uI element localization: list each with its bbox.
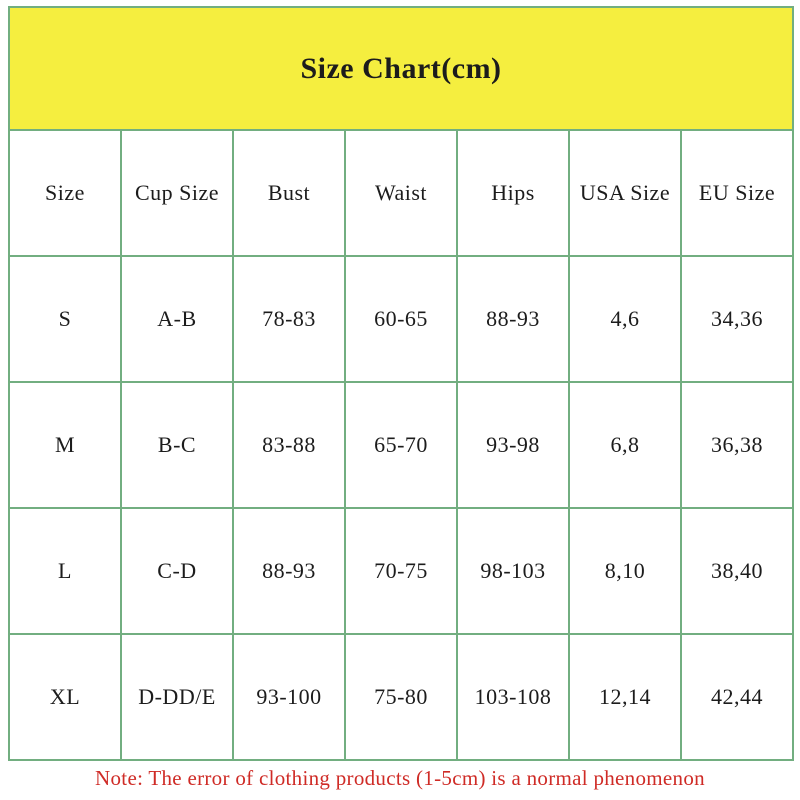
column-header-usa-size: USA Size bbox=[568, 129, 682, 257]
cell-size: L bbox=[8, 507, 122, 635]
cell-cup-size: D-DD/E bbox=[120, 633, 234, 761]
cell-cup-size: C-D bbox=[120, 507, 234, 635]
cell-usa-size: 8,10 bbox=[568, 507, 682, 635]
cell-hips: 88-93 bbox=[456, 255, 570, 383]
cell-size: S bbox=[8, 255, 122, 383]
column-header-eu-size: EU Size bbox=[680, 129, 794, 257]
cell-eu-size: 36,38 bbox=[680, 381, 794, 509]
column-header-hips: Hips bbox=[456, 129, 570, 257]
cell-waist: 60-65 bbox=[344, 255, 458, 383]
cell-bust: 83-88 bbox=[232, 381, 346, 509]
cell-bust: 93-100 bbox=[232, 633, 346, 761]
chart-title: Size Chart(cm) bbox=[300, 51, 502, 85]
cell-bust: 88-93 bbox=[232, 507, 346, 635]
cell-hips: 98-103 bbox=[456, 507, 570, 635]
cell-size: XL bbox=[8, 633, 122, 761]
column-header-cup-size: Cup Size bbox=[120, 129, 234, 257]
cell-bust: 78-83 bbox=[232, 255, 346, 383]
cell-hips: 93-98 bbox=[456, 381, 570, 509]
size-chart-table: Size Chart(cm) Size Cup Size Bust Waist … bbox=[8, 6, 794, 761]
cell-waist: 75-80 bbox=[344, 633, 458, 761]
table-row-l: L C-D 88-93 70-75 98-103 8,10 38,40 bbox=[8, 507, 794, 635]
cell-eu-size: 38,40 bbox=[680, 507, 794, 635]
note-text: Note: The error of clothing products (1-… bbox=[95, 766, 705, 790]
table-row-m: M B-C 83-88 65-70 93-98 6,8 36,38 bbox=[8, 381, 794, 509]
cell-size: M bbox=[8, 381, 122, 509]
cell-usa-size: 12,14 bbox=[568, 633, 682, 761]
cell-eu-size: 34,36 bbox=[680, 255, 794, 383]
table-row-s: S A-B 78-83 60-65 88-93 4,6 34,36 bbox=[8, 255, 794, 383]
cell-waist: 65-70 bbox=[344, 381, 458, 509]
title-banner-cell: Size Chart(cm) bbox=[8, 6, 794, 131]
cell-usa-size: 4,6 bbox=[568, 255, 682, 383]
cell-waist: 70-75 bbox=[344, 507, 458, 635]
cell-cup-size: B-C bbox=[120, 381, 234, 509]
table-row-xl: XL D-DD/E 93-100 75-80 103-108 12,14 42,… bbox=[8, 633, 794, 761]
column-header-row: Size Cup Size Bust Waist Hips USA Size E… bbox=[8, 129, 794, 257]
column-header-size: Size bbox=[8, 129, 122, 257]
column-header-waist: Waist bbox=[344, 129, 458, 257]
cell-eu-size: 42,44 bbox=[680, 633, 794, 761]
cell-usa-size: 6,8 bbox=[568, 381, 682, 509]
cell-cup-size: A-B bbox=[120, 255, 234, 383]
title-banner-row: Size Chart(cm) bbox=[8, 6, 794, 131]
cell-hips: 103-108 bbox=[456, 633, 570, 761]
column-header-bust: Bust bbox=[232, 129, 346, 257]
